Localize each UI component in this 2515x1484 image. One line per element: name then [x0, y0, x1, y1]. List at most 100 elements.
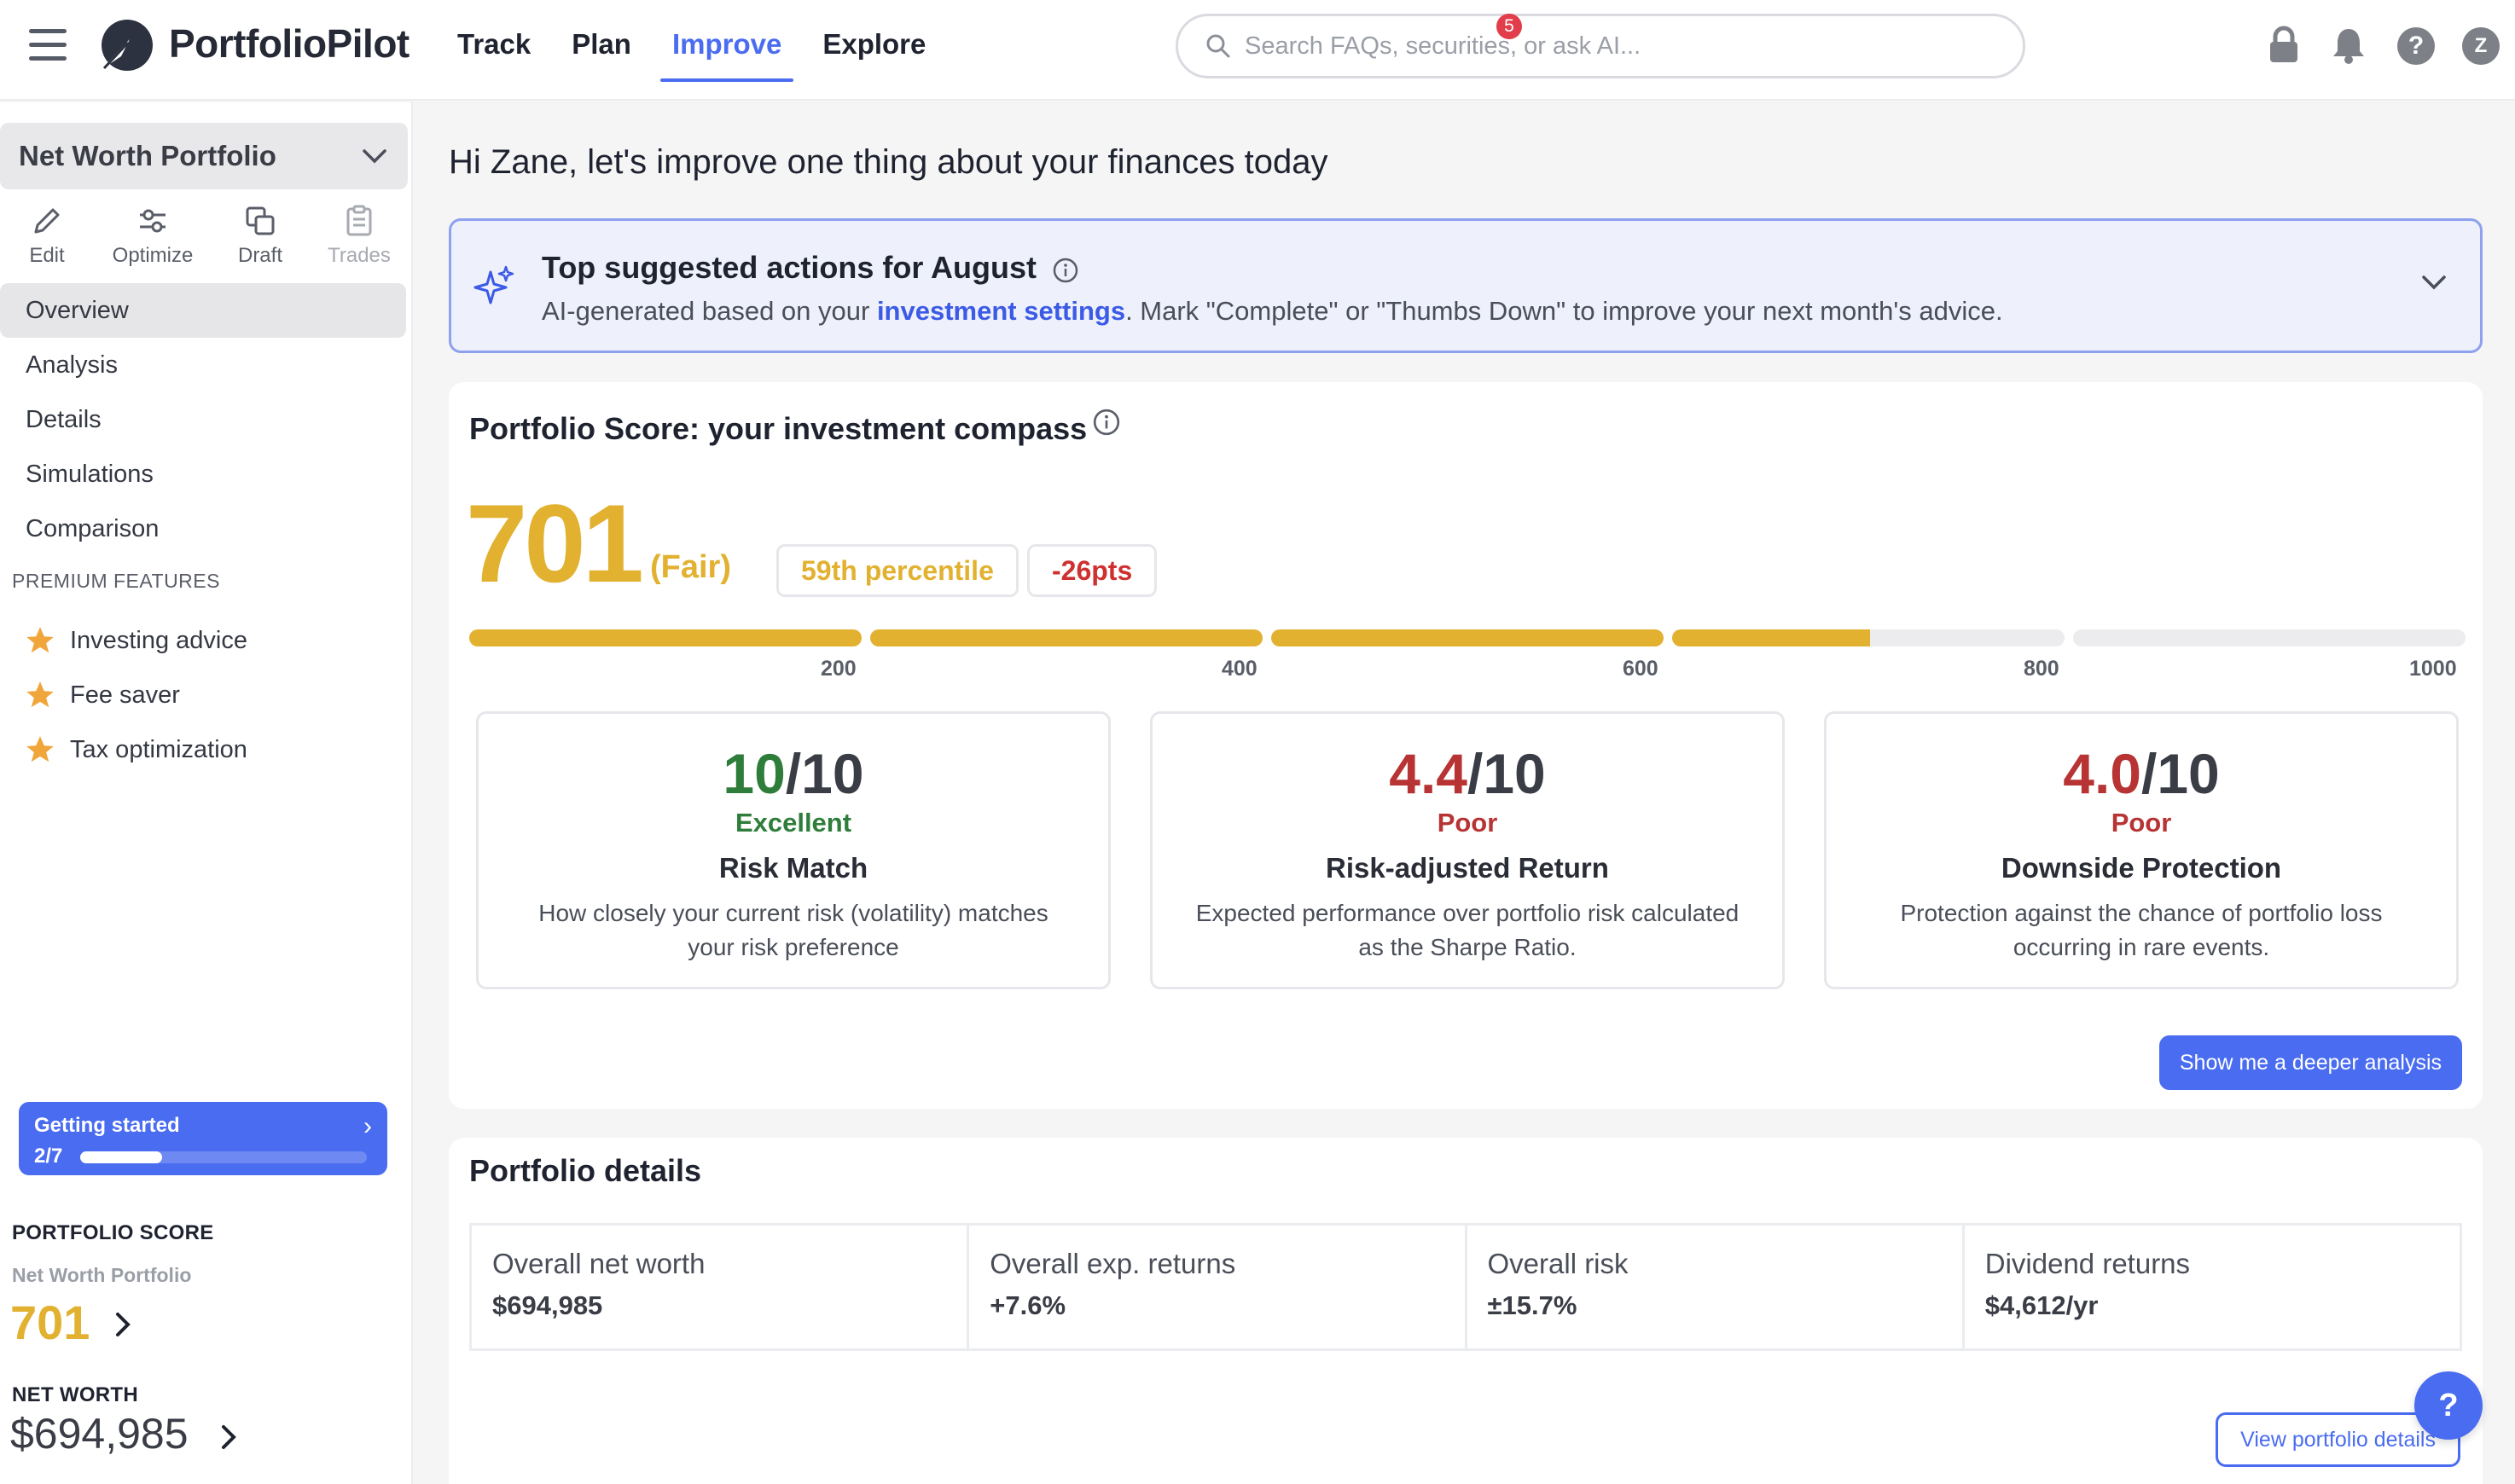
sidebar-item-tax-optimization[interactable]: Tax optimization — [24, 728, 247, 771]
top-navbar: PortfolioPilot Track Plan Improve Explor… — [0, 0, 2515, 101]
metric-score-max: /10 — [785, 742, 864, 805]
detail-label: Overall risk — [1487, 1248, 1629, 1279]
search-input[interactable] — [1245, 32, 1995, 61]
portfolio-score-rating: (Fair) — [650, 549, 731, 585]
sidebar-item-simulations[interactable]: Simulations — [26, 461, 154, 488]
getting-started-progress-fill — [80, 1151, 162, 1163]
portfolio-score-value: 701 — [466, 481, 644, 606]
metric-card-downside-protection: 4.0/10 Poor Downside Protection Protecti… — [1824, 711, 2459, 989]
metric-description: How closely your current risk (volatilit… — [538, 900, 1048, 960]
metric-score-number: 4.0 — [2063, 742, 2141, 805]
portfolio-score-heading: PORTFOLIO SCORE — [12, 1221, 214, 1244]
portfoliopilot-logo-icon[interactable] — [96, 17, 155, 77]
desc-suffix: . Mark "Complete" or "Thumbs Down" to im… — [1125, 296, 2003, 326]
nav-track[interactable]: Track — [457, 28, 531, 60]
edit-button[interactable]: Edit — [0, 203, 94, 268]
portfolio-score-title: Portfolio Score: your investment compass — [469, 411, 1088, 446]
search-bar[interactable] — [1176, 14, 2025, 78]
nav-explore[interactable]: Explore — [822, 28, 926, 60]
portfolio-selector[interactable]: Net Worth Portfolio — [0, 123, 408, 189]
portfolio-score-subtitle: Net Worth Portfolio — [12, 1264, 192, 1286]
user-avatar[interactable]: Z — [2462, 27, 2500, 65]
sidebar-portfolio-score[interactable]: 701 — [10, 1296, 90, 1349]
investment-settings-link[interactable]: investment settings — [876, 296, 1126, 326]
tick-800: 800 — [2024, 657, 2059, 681]
help-chat-button[interactable]: ? — [2414, 1371, 2483, 1440]
fee-saver-label: Fee saver — [70, 681, 180, 709]
score-bar-segment-fill — [469, 629, 862, 646]
brand-name[interactable]: PortfolioPilot — [169, 21, 409, 66]
tick-1000: 1000 — [2409, 657, 2457, 681]
score-change-badge: -26pts — [1027, 544, 1158, 597]
sidebar-item-comparison[interactable]: Comparison — [26, 515, 160, 542]
score-bar-segment — [2073, 629, 2466, 646]
detail-net-worth: Overall net worth $694,985 — [472, 1226, 970, 1348]
suggested-actions-title: Top suggested actions for August — [542, 250, 1037, 285]
getting-started-count: 2/7 — [34, 1145, 63, 1168]
optimize-button[interactable]: Optimize — [106, 203, 200, 268]
metric-name: Risk Match — [718, 852, 868, 884]
trades-button[interactable]: Trades — [312, 203, 406, 268]
lock-icon[interactable] — [2264, 24, 2303, 67]
hamburger-menu-icon[interactable] — [29, 29, 67, 61]
main-nav: Track Plan Improve Explore — [457, 0, 967, 101]
premium-features-heading: PREMIUM FEATURES — [12, 570, 220, 592]
metric-score-max: /10 — [2141, 742, 2220, 805]
metric-name: Downside Protection — [2001, 852, 2282, 884]
sidebar-item-fee-saver[interactable]: Fee saver — [24, 674, 180, 716]
bell-icon[interactable] — [2329, 24, 2368, 67]
info-icon[interactable] — [1092, 408, 1121, 437]
metric-rating: Poor — [2111, 808, 2172, 838]
copy-icon — [246, 206, 275, 235]
portfolio-details-card: Portfolio details Overall net worth $694… — [449, 1138, 2483, 1484]
metric-score: 4.0/10 — [1827, 741, 2456, 806]
help-icon[interactable]: ? — [2397, 27, 2435, 65]
chevron-right-icon: › — [363, 1112, 372, 1140]
sidebar-net-worth[interactable]: $694,985 — [10, 1410, 189, 1458]
detail-label: Dividend returns — [1984, 1248, 2191, 1279]
detail-exp-returns: Overall exp. returns +7.6% — [969, 1226, 1467, 1348]
detail-risk: Overall risk ±15.7% — [1467, 1226, 1965, 1348]
suggested-actions-banner[interactable]: Top suggested actions for August AI-gene… — [449, 218, 2483, 353]
chevron-right-icon[interactable] — [111, 1310, 135, 1339]
star-icon — [26, 627, 54, 653]
metric-score: 4.4/10 — [1153, 741, 1782, 806]
portfolio-details-title: Portfolio details — [469, 1153, 702, 1188]
notification-badge: 5 — [1496, 14, 1522, 39]
score-bar-segment — [469, 629, 862, 646]
sidebar-item-investing-advice[interactable]: Investing advice — [24, 619, 247, 662]
portfolio-details-grid: Overall net worth $694,985 Overall exp. … — [469, 1223, 2462, 1351]
score-bar-segment-fill — [870, 629, 1263, 646]
sidebar-item-details[interactable]: Details — [26, 406, 102, 433]
metric-description: Protection against the chance of portfol… — [1900, 900, 2383, 960]
metric-card-risk-match: 10/10 Excellent Risk Match How closely y… — [476, 711, 1111, 989]
detail-value: +7.6% — [990, 1290, 1066, 1320]
sidebar-item-analysis[interactable]: Analysis — [26, 351, 118, 379]
sidebar-item-overview[interactable]: Overview — [0, 283, 406, 338]
investing-advice-label: Investing advice — [70, 626, 247, 654]
nav-plan[interactable]: Plan — [572, 28, 631, 60]
tick-400: 400 — [1222, 657, 1258, 681]
getting-started-card[interactable]: Getting started › 2/7 — [19, 1102, 387, 1175]
score-bar-segment-fill — [1271, 629, 1664, 646]
star-icon — [26, 681, 54, 708]
tax-optimization-label: Tax optimization — [70, 735, 247, 763]
chevron-right-icon[interactable] — [217, 1423, 241, 1452]
view-portfolio-details-button[interactable]: View portfolio details — [2216, 1412, 2460, 1467]
detail-label: Overall net worth — [492, 1248, 706, 1279]
portfolio-selector-label: Net Worth Portfolio — [19, 140, 276, 171]
metric-description: Expected performance over portfolio risk… — [1195, 900, 1740, 960]
tick-200: 200 — [821, 657, 857, 681]
nav-improve[interactable]: Improve — [659, 0, 794, 101]
sliders-icon — [140, 209, 166, 233]
search-icon — [1206, 34, 1230, 58]
draft-button[interactable]: Draft — [213, 203, 307, 268]
detail-value: ±15.7% — [1487, 1290, 1577, 1320]
chevron-down-icon[interactable] — [2419, 269, 2449, 296]
score-bar-segment-fill — [1672, 629, 1871, 646]
optimize-label: Optimize — [112, 244, 194, 267]
clipboard-icon — [346, 205, 372, 236]
metric-card-risk-adjusted-return: 4.4/10 Poor Risk-adjusted Return Expecte… — [1150, 711, 1785, 989]
info-icon[interactable] — [1052, 257, 1079, 284]
deeper-analysis-button[interactable]: Show me a deeper analysis — [2158, 1035, 2462, 1090]
